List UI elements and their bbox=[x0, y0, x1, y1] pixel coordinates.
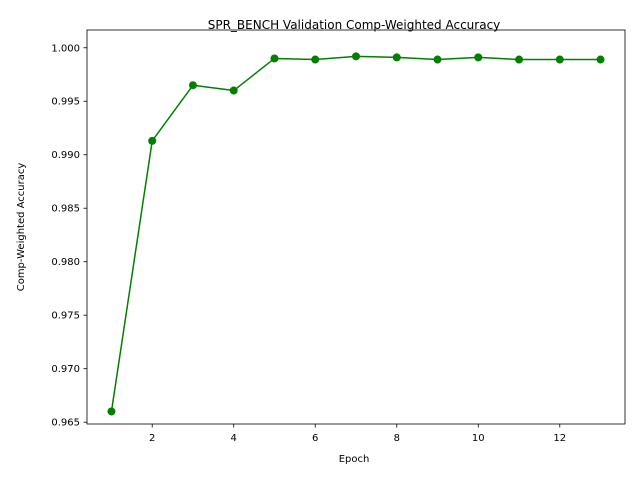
x-tick-label: 2 bbox=[149, 433, 155, 444]
x-tick-label: 6 bbox=[312, 433, 318, 444]
data-point bbox=[433, 55, 442, 64]
data-point bbox=[188, 81, 197, 90]
data-point bbox=[352, 52, 360, 61]
data-point bbox=[596, 55, 605, 64]
data-point bbox=[474, 53, 483, 62]
data-point bbox=[270, 54, 279, 63]
y-tick-label: 0.975 bbox=[51, 311, 80, 322]
y-axis-label: Comp-Weighted Accuracy bbox=[16, 163, 27, 292]
y-tick-label: 0.965 bbox=[51, 418, 80, 429]
y-tick-label: 0.980 bbox=[51, 257, 80, 268]
plot-area bbox=[86, 29, 626, 425]
x-tick-label: 10 bbox=[472, 433, 485, 444]
data-point bbox=[311, 55, 320, 64]
series-layer bbox=[107, 52, 605, 416]
y-tick-label: 0.970 bbox=[51, 364, 80, 375]
data-point bbox=[148, 136, 157, 145]
x-tick-label: 12 bbox=[553, 433, 566, 444]
y-tick-label: 0.990 bbox=[51, 150, 80, 161]
data-point bbox=[229, 86, 238, 95]
x-tick-label: 8 bbox=[394, 433, 400, 444]
x-axis-label: Epoch bbox=[339, 454, 370, 465]
data-point bbox=[555, 55, 564, 64]
y-tick-label: 0.985 bbox=[51, 204, 80, 215]
plot-frame bbox=[86, 29, 626, 425]
data-point bbox=[515, 55, 524, 64]
data-point bbox=[392, 53, 401, 62]
y-axis: 0.965 0.970 0.975 0.980 0.985 0.990 0.995 1.000 bbox=[51, 43, 87, 429]
y-tick-label: 1.000 bbox=[51, 43, 80, 54]
data-point bbox=[107, 407, 116, 416]
y-tick-label: 0.995 bbox=[51, 97, 80, 108]
x-tick-label: 4 bbox=[231, 433, 237, 444]
x-axis: 2 4 6 8 10 12 bbox=[149, 424, 566, 444]
chart-title: SPR_BENCH Validation Comp-Weighted Accur… bbox=[208, 18, 501, 32]
